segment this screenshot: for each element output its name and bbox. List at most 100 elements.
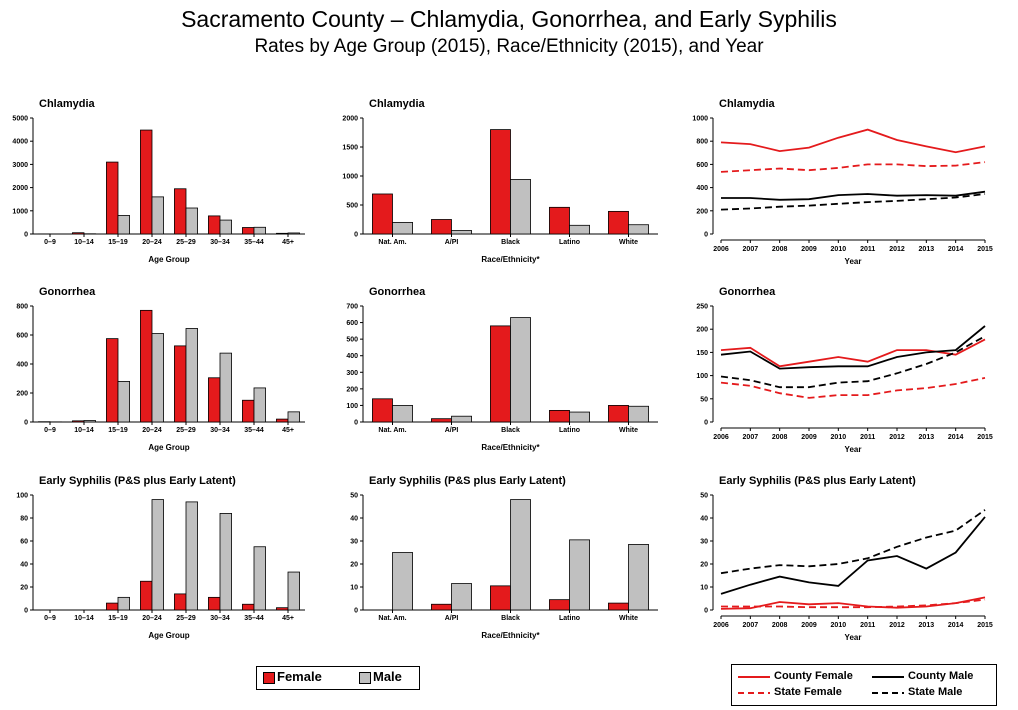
race-chlamydia-ytick-label: 1000 bbox=[342, 174, 358, 181]
race-syphilis-ytick-label: 50 bbox=[350, 493, 358, 500]
age-gonorrhea-xtick-label: 20–24 bbox=[142, 427, 162, 434]
year-chlamydia-ytick-label: 0 bbox=[704, 232, 708, 239]
age-syphilis-ytick-label: 40 bbox=[20, 562, 28, 569]
county-male-label: County Male bbox=[908, 670, 974, 682]
age-syphilis-ytick-label: 60 bbox=[20, 539, 28, 546]
age-gonorrhea-bar-female bbox=[72, 420, 85, 423]
race-chlamydia-ytick-label: 500 bbox=[346, 203, 358, 210]
age-syphilis-ytick-label: 20 bbox=[20, 585, 28, 592]
race-gonorrhea-xtick-label: Black bbox=[501, 427, 520, 434]
race-chlamydia-bar-female bbox=[608, 210, 629, 235]
year-gonorrhea-xtick-label: 2015 bbox=[977, 434, 993, 441]
age-syphilis-xtick-label: 15–19 bbox=[108, 615, 128, 622]
race-chlamydia-ytick-label: 1500 bbox=[342, 145, 358, 152]
age-syphilis-ytick-label: 0 bbox=[24, 608, 28, 615]
year-gonorrhea-line-state-female bbox=[720, 377, 986, 399]
age-gonorrhea-bar-female bbox=[276, 418, 289, 423]
age-chlamydia-xtick-label: 25–29 bbox=[176, 239, 196, 246]
race-gonorrhea-ytick-label: 100 bbox=[346, 403, 358, 410]
race-chlamydia-xtick-label: Black bbox=[501, 239, 520, 246]
race-gonorrhea-bar-female bbox=[549, 409, 570, 423]
age-chlamydia-xtick-label: 35–44 bbox=[244, 239, 264, 246]
year-syphilis-ytick-label: 30 bbox=[700, 539, 708, 546]
year-syphilis-xtick-label: 2013 bbox=[919, 622, 935, 629]
race-syphilis-bar-female bbox=[608, 602, 629, 611]
year-gonorrhea-ytick-label: 200 bbox=[696, 327, 708, 334]
bar-legend: Female Male bbox=[256, 666, 420, 690]
year-chlamydia-xtick-label: 2006 bbox=[713, 246, 729, 253]
race-chlamydia-bar-male bbox=[510, 179, 531, 235]
age-gonorrhea-bar-female bbox=[140, 309, 153, 423]
age-gonorrhea-xtick-label: 10–14 bbox=[74, 427, 94, 434]
race-syphilis-bar-male bbox=[569, 539, 590, 611]
age-syphilis-bar-female bbox=[208, 596, 221, 611]
year-syphilis-xtick-label: 2006 bbox=[713, 622, 729, 629]
age-syphilis-xtick-label: 20–24 bbox=[142, 615, 162, 622]
race-chlamydia-bar-male bbox=[451, 230, 472, 235]
year-gonorrhea-line-county-female bbox=[720, 338, 986, 368]
age-gonorrhea-xtick-label: 45+ bbox=[282, 427, 294, 434]
year-syphilis-xtick-label: 2015 bbox=[977, 622, 993, 629]
age-chlamydia-bar-female bbox=[174, 188, 187, 235]
year-chlamydia-xtick-label: 2007 bbox=[743, 246, 759, 253]
year-gonorrhea-xtick-label: 2007 bbox=[743, 434, 759, 441]
age-chlamydia-ytick-label: 1000 bbox=[12, 208, 28, 215]
year-syphilis-ytick-label: 50 bbox=[700, 493, 708, 500]
race-syphilis-xtick-label: White bbox=[619, 615, 638, 622]
year-gonorrhea-ytick-label: 0 bbox=[704, 420, 708, 427]
age-syphilis-xtick-label: 0–9 bbox=[44, 615, 56, 622]
race-chlamydia-bar-male bbox=[628, 224, 649, 235]
race-syphilis-xtick-label: Black bbox=[501, 615, 520, 622]
age-chlamydia-bar-female bbox=[242, 227, 255, 235]
race-syphilis-bar-male bbox=[392, 552, 413, 611]
age-syphilis-bar-male bbox=[151, 499, 164, 611]
age-gonorrhea-bar-male bbox=[219, 352, 232, 423]
year-chlamydia-ytick-label: 200 bbox=[696, 208, 708, 215]
age-syphilis-title: Early Syphilis (P&S plus Early Latent) bbox=[39, 475, 236, 487]
male-swatch bbox=[359, 672, 371, 684]
year-gonorrhea-xlabel: Year bbox=[845, 445, 862, 454]
age-syphilis-bar-female bbox=[106, 602, 119, 611]
line-legend-keys bbox=[738, 676, 904, 694]
year-chlamydia-xtick-label: 2011 bbox=[860, 246, 875, 253]
race-gonorrhea-ytick-label: 200 bbox=[346, 386, 358, 393]
age-syphilis-bar-male bbox=[253, 546, 266, 611]
year-syphilis-xtick-label: 2010 bbox=[831, 622, 847, 629]
page-subtitle: Rates by Age Group (2015), Race/Ethnicit… bbox=[254, 36, 764, 57]
race-chlamydia-bar-female bbox=[490, 129, 511, 235]
year-chlamydia-xtick-label: 2010 bbox=[831, 246, 847, 253]
age-chlamydia-bar-male bbox=[117, 215, 130, 235]
age-gonorrhea-bar-male bbox=[83, 420, 96, 423]
age-chlamydia-ytick-label: 2000 bbox=[12, 185, 28, 192]
age-gonorrhea-bar-male bbox=[151, 333, 164, 423]
race-gonorrhea-bar-female bbox=[490, 325, 511, 423]
female-legend-label: Female bbox=[277, 669, 322, 684]
year-syphilis-xlabel: Year bbox=[845, 633, 862, 642]
race-syphilis-xlabel: Race/Ethnicity* bbox=[481, 631, 540, 640]
age-gonorrhea-xtick-label: 35–44 bbox=[244, 427, 264, 434]
race-gonorrhea-xtick-label: A/PI bbox=[445, 427, 459, 434]
race-chlamydia-bar-female bbox=[431, 219, 452, 235]
year-chlamydia-xtick-label: 2015 bbox=[977, 246, 993, 253]
year-syphilis-ytick-label: 40 bbox=[700, 516, 708, 523]
race-gonorrhea-ytick-label: 300 bbox=[346, 370, 358, 377]
race-gonorrhea-bar-female bbox=[608, 405, 629, 423]
year-chlamydia-ytick-label: 1000 bbox=[692, 116, 708, 123]
year-gonorrhea-xtick-label: 2012 bbox=[889, 434, 905, 441]
age-chlamydia-bar-female bbox=[208, 215, 221, 235]
race-gonorrhea-ytick-label: 0 bbox=[354, 420, 358, 427]
year-gonorrhea-ytick-label: 100 bbox=[696, 373, 708, 380]
year-syphilis-ytick-label: 10 bbox=[700, 585, 708, 592]
race-gonorrhea-ytick-label: 400 bbox=[346, 353, 358, 360]
race-gonorrhea-title: Gonorrhea bbox=[369, 286, 426, 298]
age-syphilis-xtick-label: 25–29 bbox=[176, 615, 196, 622]
year-chlamydia-line-county-female bbox=[720, 128, 986, 154]
male-legend-label: Male bbox=[373, 669, 402, 684]
race-syphilis-bar-female bbox=[431, 603, 452, 611]
race-chlamydia-bar-male bbox=[392, 221, 413, 235]
year-syphilis-xtick-label: 2014 bbox=[948, 622, 964, 629]
age-chlamydia-bar-female bbox=[276, 232, 289, 235]
age-syphilis-bar-female bbox=[242, 603, 255, 611]
year-gonorrhea-xtick-label: 2008 bbox=[772, 434, 788, 441]
